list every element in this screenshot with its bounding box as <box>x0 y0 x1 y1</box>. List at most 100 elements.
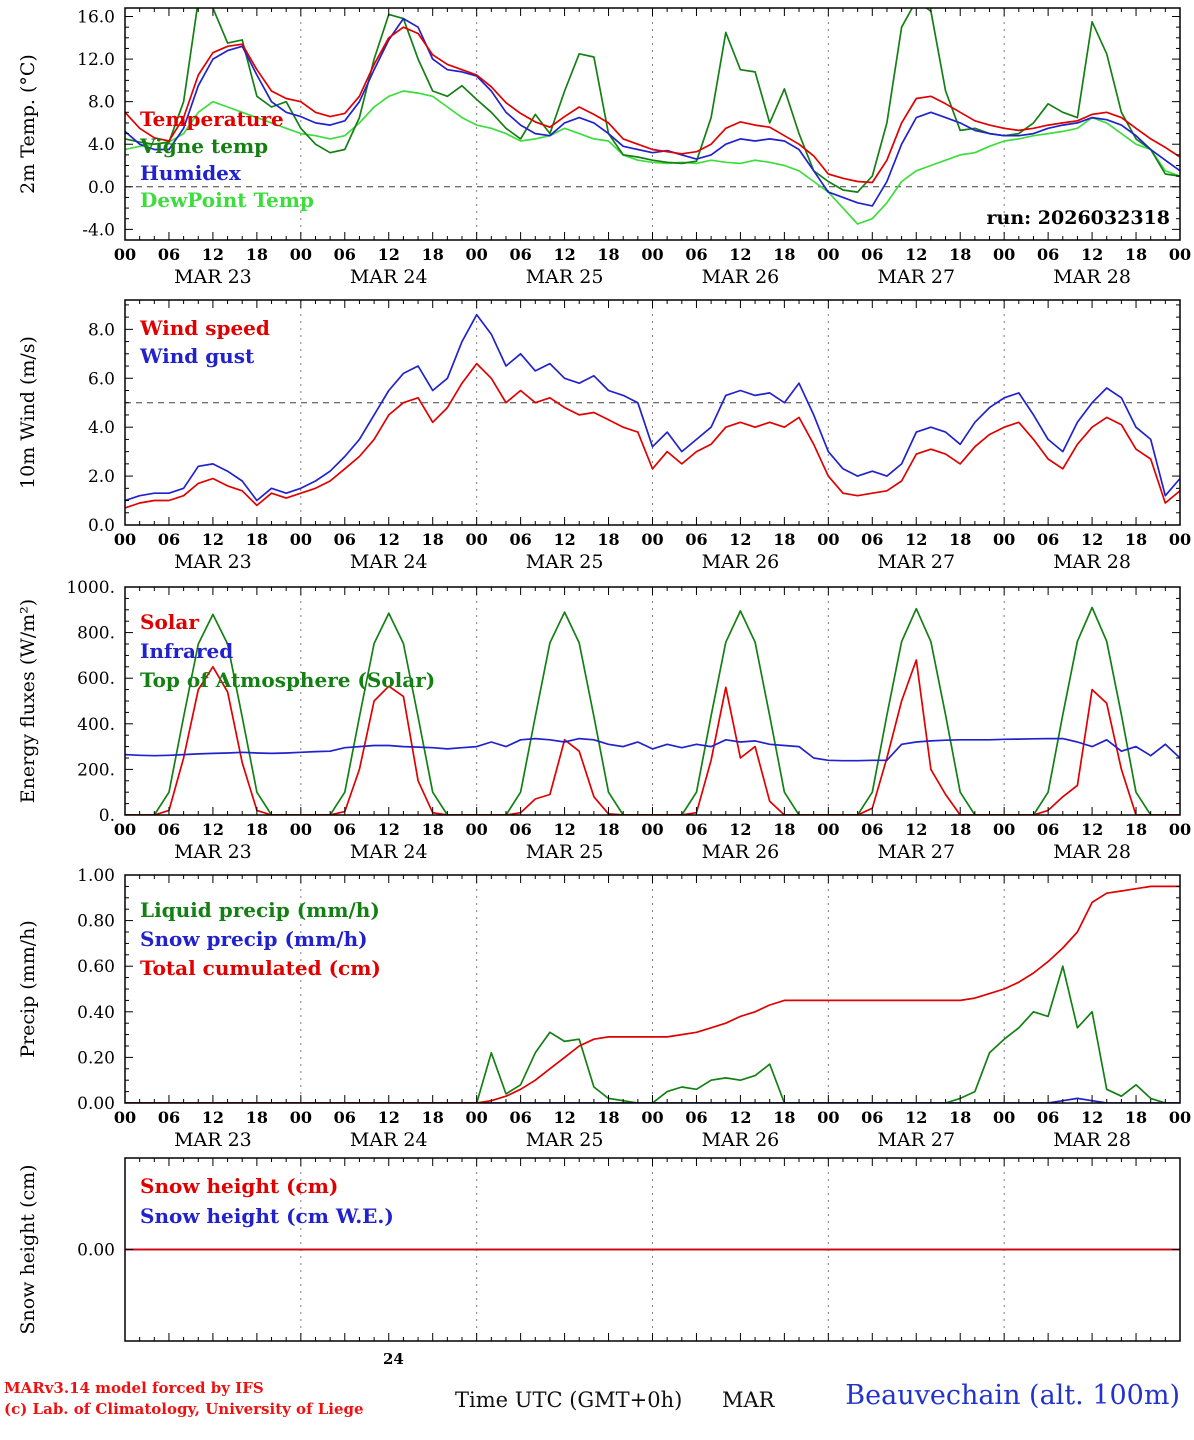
hour-tick-label: 18 <box>949 820 971 839</box>
hour-tick-label: 00 <box>466 1108 488 1127</box>
y-tick-label: 0.20 <box>77 1048 115 1068</box>
hour-tick-label: 00 <box>466 245 488 264</box>
hour-tick-label: 12 <box>905 245 927 264</box>
day-label: MAR 27 <box>877 266 955 288</box>
series-liquid-precip <box>125 965 1180 1103</box>
hour-tick-label: 06 <box>1037 820 1059 839</box>
hour-tick-label: 06 <box>1037 1108 1059 1127</box>
hour-tick-label: 12 <box>729 530 751 549</box>
snow-height-panel-chart: 0.00 Snow height (cm) Snow height (cm) Snow… <box>17 1157 1181 1342</box>
hour-tick-label: 00 <box>1169 245 1191 264</box>
hour-tick-label: 06 <box>685 820 707 839</box>
day-label: MAR 25 <box>526 841 604 863</box>
hour-tick-label: 06 <box>334 1108 356 1127</box>
day-label: MAR 23 <box>174 551 252 573</box>
day-label: MAR 27 <box>877 551 955 573</box>
hour-tick-label: 00 <box>641 1108 663 1127</box>
model-credit: MARv3.14 model forced by IFS (c) Lab. of… <box>4 1378 364 1420</box>
hour-tick-label: 00 <box>290 820 312 839</box>
hour-tick-label: 18 <box>597 1108 619 1127</box>
hour-tick-label: 06 <box>334 820 356 839</box>
hour-tick-label: 12 <box>378 530 400 549</box>
day-label: MAR 23 <box>174 266 252 288</box>
model-credit-line2: (c) Lab. of Climatology, University of L… <box>4 1400 364 1418</box>
hour-tick-label: 18 <box>1125 1108 1147 1127</box>
y-tick-label: 0.40 <box>77 1003 115 1023</box>
hour-tick-label: 00 <box>993 530 1015 549</box>
day-label: MAR 28 <box>1053 551 1131 573</box>
hour-tick-label: 06 <box>861 245 883 264</box>
day-label: MAR 24 <box>350 841 428 863</box>
hour-tick-label: 12 <box>378 1108 400 1127</box>
stray-24-label: 24 <box>383 1350 404 1368</box>
day-label: MAR 25 <box>526 1129 604 1150</box>
legend-entry: DewPoint Temp <box>140 188 314 212</box>
hour-tick-label: 06 <box>861 820 883 839</box>
hour-tick-label: 06 <box>158 245 180 264</box>
hour-tick-label: 06 <box>509 1108 531 1127</box>
temperature-panel-chart: 16.0 12.0 8.0 4.0 0.0 -4.0 2m Temp. (°C) 00 06 12… <box>17 7 1191 288</box>
hour-tick-label: 18 <box>949 245 971 264</box>
legend-entry: Infrared <box>140 639 233 663</box>
hour-tick-label: 00 <box>641 820 663 839</box>
y-tick-label: 600. <box>77 669 115 689</box>
hour-tick-label: 12 <box>553 1108 575 1127</box>
hour-tick-label: 12 <box>378 820 400 839</box>
hour-tick-label: 12 <box>1081 820 1103 839</box>
hour-tick-label: 12 <box>202 820 224 839</box>
series-wind-gust <box>125 313 1180 502</box>
day-label: MAR 27 <box>877 841 955 863</box>
day-label: MAR 28 <box>1053 841 1131 863</box>
hour-tick-label: 06 <box>158 820 180 839</box>
hour-tick-label: 00 <box>817 245 839 264</box>
series-humidex <box>125 17 1180 207</box>
legend-entry: Wind speed <box>139 316 270 340</box>
y-tick-label: 0. <box>99 806 115 826</box>
hour-tick-label: 18 <box>422 820 444 839</box>
hour-tick-label: 00 <box>1169 530 1191 549</box>
legend-entry: Solar <box>140 610 199 634</box>
hour-tick-label: 18 <box>422 530 444 549</box>
day-label: MAR 28 <box>1053 1129 1131 1150</box>
y-axis-title: 2m Temp. (°C) <box>17 54 39 194</box>
y-tick-label: 0.00 <box>77 1094 115 1114</box>
hour-tick-label: 00 <box>993 245 1015 264</box>
hour-tick-label: 12 <box>729 245 751 264</box>
hour-tick-label: 00 <box>290 530 312 549</box>
run-annotation: run: 2026032318 <box>987 207 1170 229</box>
hour-tick-label: 06 <box>685 1108 707 1127</box>
day-label: MAR 23 <box>174 841 252 863</box>
hour-tick-label: 00 <box>466 530 488 549</box>
day-label: MAR 25 <box>526 551 604 573</box>
y-tick-label: 400. <box>77 715 115 735</box>
hour-tick-label: 06 <box>509 820 531 839</box>
hour-tick-label: 18 <box>773 245 795 264</box>
y-tick-label: 6.0 <box>88 369 115 389</box>
y-tick-label: 200. <box>77 760 115 780</box>
hour-tick-label: 18 <box>246 530 268 549</box>
y-axis-title: 10m Wind (m/s) <box>17 336 39 489</box>
hour-tick-label: 00 <box>817 820 839 839</box>
hour-tick-label: 06 <box>861 1108 883 1127</box>
legend-entry: Snow precip (mm/h) <box>140 927 368 951</box>
hour-tick-label: 18 <box>1125 820 1147 839</box>
hour-tick-label: 18 <box>246 1108 268 1127</box>
hour-tick-label: 12 <box>378 245 400 264</box>
hour-tick-label: 12 <box>553 820 575 839</box>
hour-tick-label: 00 <box>290 1108 312 1127</box>
hour-tick-label: 12 <box>1081 1108 1103 1127</box>
y-axis-title: Precip (mm/h) <box>17 920 39 1058</box>
y-tick-label: 12.0 <box>77 50 115 70</box>
energy-flux-panel-chart: 1000. 800. 600. 400. 200. 0. Energy fluxes (W/… <box>17 578 1191 863</box>
hour-tick-label: 12 <box>729 820 751 839</box>
hour-tick-label: 00 <box>641 530 663 549</box>
hour-tick-label: 06 <box>334 245 356 264</box>
hour-tick-label: 00 <box>114 530 136 549</box>
hour-tick-label: 06 <box>685 530 707 549</box>
legend-entry: Liquid precip (mm/h) <box>140 898 380 922</box>
hour-tick-label: 12 <box>202 530 224 549</box>
day-label: MAR 28 <box>1053 266 1131 288</box>
day-label: MAR 26 <box>702 1129 780 1150</box>
model-credit-line1: MARv3.14 model forced by IFS <box>4 1379 264 1397</box>
hour-tick-label: 12 <box>905 530 927 549</box>
